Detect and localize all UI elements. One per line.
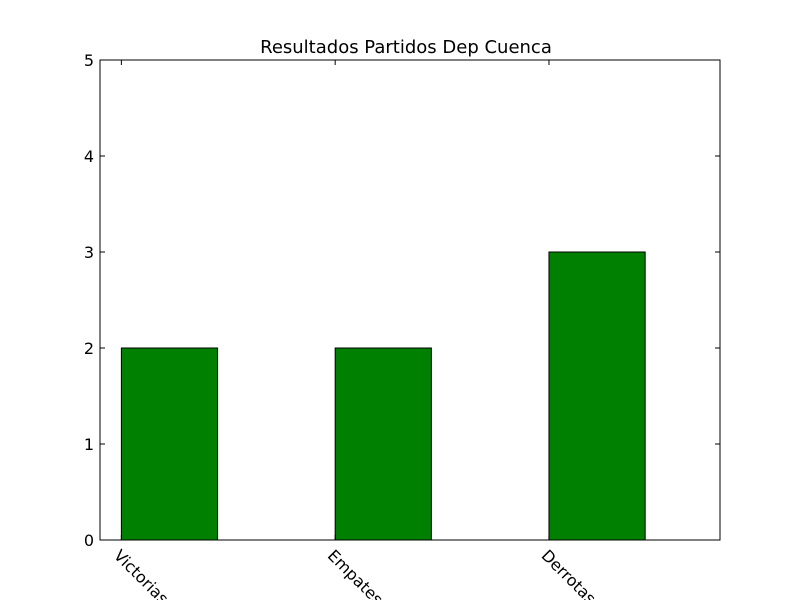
x-tick-label-empates: Empates: [324, 546, 387, 600]
x-tick-label-derrotas: Derrotas: [538, 546, 600, 600]
y-tick-label: 0: [84, 531, 94, 550]
y-tick-label: 4: [84, 147, 94, 166]
bars-group: [120, 251, 646, 541]
y-tick-label: 3: [84, 243, 94, 262]
chart-title: Resultados Partidos Dep Cuenca: [260, 37, 552, 58]
bar-derrotas: [548, 251, 646, 541]
y-tick-label: 1: [84, 435, 94, 454]
bar-victorias: [120, 347, 219, 541]
plot-area-frame: [99, 59, 721, 541]
x-tick-label-victorias: Victorias: [110, 546, 172, 600]
y-tick-label: 2: [84, 339, 94, 358]
bar-empates: [334, 347, 432, 541]
y-tick-label: 5: [84, 51, 94, 70]
